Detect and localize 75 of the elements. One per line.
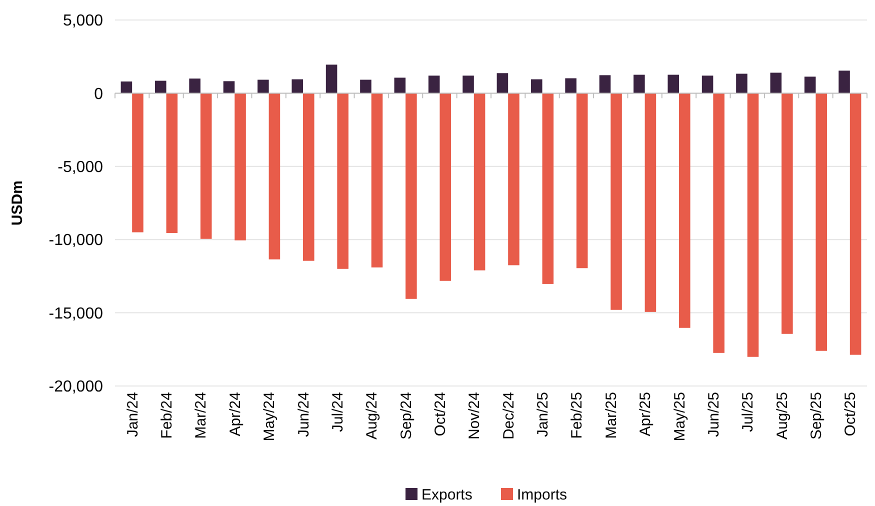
bar [132, 93, 144, 232]
x-tick-label: Jun/24 [295, 392, 312, 438]
bar [189, 78, 200, 94]
x-tick-label: Jan/25 [534, 392, 552, 438]
x-tick-label: Jul/24 [329, 392, 346, 432]
bar [223, 81, 235, 94]
x-tick-label: Mar/25 [602, 392, 620, 439]
bar [371, 93, 383, 268]
x-tick-label: Nov/24 [466, 392, 484, 440]
x-tick-label: Jun/25 [705, 392, 722, 438]
bar [360, 80, 372, 94]
x-tick-label: Apr/25 [637, 392, 654, 436]
bar [713, 93, 724, 353]
bar [154, 80, 166, 94]
bar [850, 93, 862, 355]
bar [599, 75, 611, 94]
bar [440, 93, 452, 281]
bar [782, 93, 793, 334]
x-tick-label: Aug/25 [774, 392, 791, 440]
bar [565, 78, 576, 94]
x-tick-label: Jul/25 [740, 392, 757, 432]
bar [303, 93, 314, 261]
bar [200, 93, 212, 239]
y-tick-label: -10,000 [48, 232, 104, 250]
bar [702, 76, 714, 94]
bar [508, 93, 520, 266]
y-axis-title: USDm [9, 180, 26, 226]
bar [292, 79, 303, 94]
x-tick-label: Feb/25 [568, 392, 586, 439]
bar [496, 73, 508, 94]
bar [120, 81, 132, 94]
bar [804, 76, 816, 94]
x-tick-label: Aug/24 [364, 392, 381, 440]
bar [234, 93, 246, 240]
bar [406, 93, 417, 299]
x-tick-label: Feb/24 [158, 392, 176, 439]
x-tick-label: May/25 [671, 392, 688, 442]
y-tick-label: 0 [94, 86, 104, 103]
x-tick-label: Sep/24 [398, 392, 415, 440]
legend-label: Imports [517, 486, 568, 504]
bar [770, 72, 782, 94]
bar [530, 79, 542, 94]
x-tick-label: Apr/24 [226, 392, 244, 436]
y-tick-label: 5,000 [62, 12, 104, 30]
x-tick-label: Dec/24 [500, 392, 518, 440]
y-tick-label: -5,000 [58, 159, 104, 176]
bar [736, 74, 748, 94]
y-tick-label: -20,000 [48, 378, 104, 396]
bar [428, 76, 440, 94]
bar [166, 93, 178, 234]
x-tick-label: Sep/25 [808, 392, 825, 440]
bar [474, 93, 486, 270]
y-tick-label: -15,000 [48, 305, 104, 322]
x-tick-label: Jan/24 [124, 392, 142, 438]
bar [542, 93, 554, 284]
legend-label: Exports [422, 486, 472, 504]
bar [838, 70, 850, 94]
x-tick-label: Oct/24 [432, 392, 449, 436]
bar [610, 93, 622, 310]
x-tick-label: Mar/24 [192, 392, 210, 439]
x-tick-label: Oct/25 [842, 392, 860, 436]
bar [394, 78, 406, 94]
x-tick-label: May/24 [261, 392, 278, 442]
bar [337, 93, 348, 269]
bar [258, 80, 269, 94]
bar [668, 74, 679, 94]
bar [576, 93, 588, 268]
bar [747, 93, 759, 357]
bar [326, 64, 338, 94]
bar [268, 93, 280, 260]
bar [634, 74, 645, 94]
bar [462, 76, 474, 94]
bar [644, 93, 656, 312]
bar [816, 93, 828, 351]
bar [679, 93, 690, 328]
